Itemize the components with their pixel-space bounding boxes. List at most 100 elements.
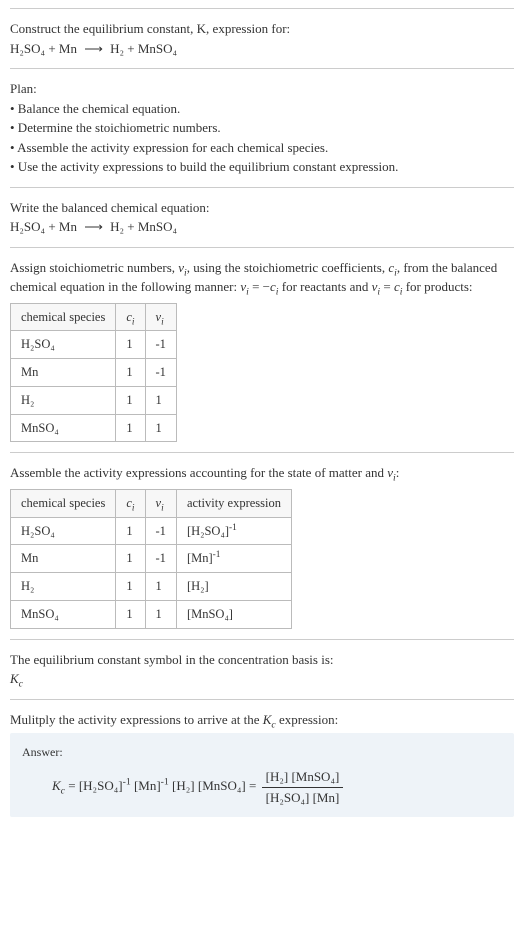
cell-vi: -1 [145,517,176,545]
col-ci: ci [116,489,145,517]
cell-vi: 1 [145,600,176,628]
balanced-rhs: H₂ + MnSO₄ [110,219,177,234]
cell-species: MnSO₄ [11,600,116,628]
plan-b2: • Determine the stoichiometric numbers. [10,118,514,138]
plan-title: Plan: [10,79,514,99]
cell-species: MnSO₄ [11,414,116,442]
balanced-reaction: H₂SO₄ + Mn ⟶ H₂ + MnSO₄ [10,217,514,237]
arrow-icon: ⟶ [80,219,107,234]
ae-exp: -1 [213,550,221,560]
cell-vi: -1 [145,545,176,573]
plan-b4: • Use the activity expressions to build … [10,157,514,177]
answer-label: Answer: [22,743,502,761]
balanced-section: Write the balanced chemical equation: H₂… [10,187,514,247]
cell-activity: [MnSO₄] [176,600,291,628]
plan-b3: • Assemble the activity expression for e… [10,138,514,158]
fraction: [H₂] [MnSO₄] [H₂SO₄] [Mn] [262,767,344,807]
term4: [MnSO₄] [198,778,246,793]
question-section: Construct the equilibrium constant, K, e… [10,8,514,68]
table-row: Mn 1 -1 [11,359,177,387]
table-row: H₂SO₄ 1 -1 [11,331,177,359]
t2-exp: -1 [161,777,169,788]
frac-den: [H₂SO₄] [Mn] [262,788,344,808]
question-line1: Construct the equilibrium constant, K, e… [10,21,290,36]
activity-section: Assemble the activity expressions accoun… [10,452,514,638]
stoich-table: chemical species ci νi H₂SO₄ 1 -1 Mn 1 -… [10,303,177,443]
assign-text-b: , using the stoichiometric coefficients, [187,260,389,275]
assign-section: Assign stoichiometric numbers, νi , using… [10,247,514,453]
assign-text: Assign stoichiometric numbers, νi, using… [10,258,514,297]
cell-species: Mn [11,359,116,387]
table-row: H₂ 1 1 [11,386,177,414]
activity-title: Assemble the activity expressions accoun… [10,463,514,483]
cell-vi: 1 [145,414,176,442]
ae-base: [Mn] [187,551,213,565]
cell-species: H₂SO₄ [11,517,116,545]
balanced-title: Write the balanced chemical equation: [10,198,514,218]
t1-exp: -1 [123,777,131,788]
ae-base: [H₂] [187,579,209,593]
col-vi: νi [145,303,176,331]
cell-ci: 1 [116,545,145,573]
t1-base: [H₂SO₄] [79,778,123,793]
multiply-title: Mulitply the activity expressions to arr… [10,710,514,730]
cell-activity: [H₂SO₄]-1 [176,517,291,545]
cell-activity: [Mn]-1 [176,545,291,573]
symbol-section: The equilibrium constant symbol in the c… [10,639,514,699]
term2: [Mn]-1 [134,778,169,793]
table-row: H₂SO₄ 1 -1 [H₂SO₄]-1 [11,517,292,545]
term3: [H₂] [172,778,195,793]
cell-ci: 1 [116,600,145,628]
activity-title-a: Assemble the activity expressions accoun… [10,465,387,480]
plan-section: Plan: • Balance the chemical equation. •… [10,68,514,187]
reaction-rhs: H₂ + MnSO₄ [110,41,177,56]
table-row: H₂ 1 1 [H₂] [11,573,292,601]
balanced-lhs: H₂SO₄ + Mn [10,219,77,234]
ae-base: [MnSO₄] [187,607,233,621]
cell-species: Mn [11,545,116,573]
cell-ci: 1 [116,359,145,387]
table-row: MnSO₄ 1 1 [11,414,177,442]
reaction-lhs: H₂SO₄ + Mn [10,41,77,56]
term1: [H₂SO₄]-1 [79,778,131,793]
col-species: chemical species [11,489,116,517]
table-header-row: chemical species ci νi [11,303,177,331]
kc-expression: Kc = [H₂SO₄]-1 [Mn]-1 [H₂] [MnSO₄] = [H₂… [22,767,502,807]
cell-species: H₂ [11,386,116,414]
plan-b1: • Balance the chemical equation. [10,99,514,119]
question-text: Construct the equilibrium constant, K, e… [10,19,514,39]
table-row: Mn 1 -1 [Mn]-1 [11,545,292,573]
ae-exp: -1 [229,522,237,532]
question-reaction: H₂SO₄ + Mn ⟶ H₂ + MnSO₄ [10,39,514,59]
activity-table: chemical species ci νi activity expressi… [10,489,292,629]
assign-text-a: Assign stoichiometric numbers, [10,260,178,275]
cell-ci: 1 [116,573,145,601]
assign-text-e: for products: [402,279,472,294]
activity-title-b: : [396,465,400,480]
t2-base: [Mn] [134,778,161,793]
cell-vi: -1 [145,359,176,387]
col-activity: activity expression [176,489,291,517]
cell-ci: 1 [116,331,145,359]
cell-activity: [H₂] [176,573,291,601]
cell-vi: 1 [145,573,176,601]
multiply-section: Mulitply the activity expressions to arr… [10,699,514,828]
col-species: chemical species [11,303,116,331]
cell-vi: 1 [145,386,176,414]
answer-box: Answer: Kc = [H₂SO₄]-1 [Mn]-1 [H₂] [MnSO… [10,733,514,817]
table-row: MnSO₄ 1 1 [MnSO₄] [11,600,292,628]
cell-species: H₂ [11,573,116,601]
frac-num: [H₂] [MnSO₄] [262,767,344,788]
assign-text-d: for reactants and [279,279,372,294]
cell-ci: 1 [116,386,145,414]
cell-species: H₂SO₄ [11,331,116,359]
symbol-line1: The equilibrium constant symbol in the c… [10,650,514,670]
cell-ci: 1 [116,517,145,545]
cell-ci: 1 [116,414,145,442]
col-ci: ci [116,303,145,331]
ae-base: [H₂SO₄] [187,524,229,538]
col-vi: νi [145,489,176,517]
arrow-icon: ⟶ [80,41,107,56]
table-header-row: chemical species ci νi activity expressi… [11,489,292,517]
symbol-line2: Kc [10,669,514,689]
